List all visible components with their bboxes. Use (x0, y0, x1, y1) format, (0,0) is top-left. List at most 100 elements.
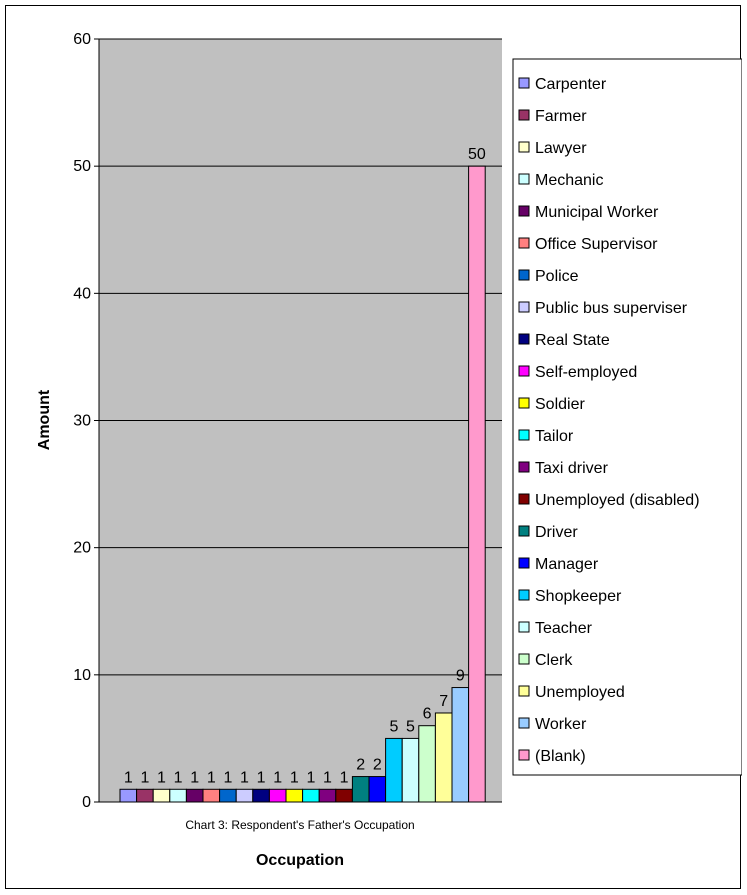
bar (235, 788, 254, 803)
bar (136, 788, 154, 803)
legend-label: Soldier (535, 396, 585, 413)
legend-label: Tailor (535, 428, 574, 445)
y-tick-label: 40 (73, 285, 91, 302)
legend-swatch (518, 173, 530, 185)
bar (152, 788, 171, 803)
bar (351, 776, 370, 803)
legend-label: Taxi driver (535, 460, 609, 477)
legend-swatch (518, 589, 530, 601)
bar-value-label: 5 (406, 718, 415, 735)
bar (185, 788, 204, 803)
bar-value-label: 50 (468, 146, 486, 163)
legend-swatch (518, 429, 530, 441)
bar (468, 165, 486, 803)
legend-label: Shopkeeper (535, 588, 622, 605)
legend-label: Public bus superviser (535, 300, 688, 317)
legend-label: Self-employed (535, 364, 637, 381)
legend-swatch (518, 685, 530, 697)
legend-label: Manager (535, 556, 599, 573)
y-tick-label: 30 (73, 413, 91, 430)
bar-value-label: 6 (423, 706, 432, 723)
y-tick-label: 0 (82, 794, 91, 811)
bar-value-label: 1 (290, 769, 299, 786)
bar-value-label: 1 (124, 769, 133, 786)
bar (385, 737, 403, 803)
bar (335, 788, 353, 803)
y-tick-label: 50 (73, 158, 91, 175)
legend-swatch (518, 365, 530, 377)
legend-swatch (518, 749, 530, 761)
legend-swatch (518, 621, 530, 633)
legend-swatch (518, 493, 530, 505)
bar-value-label: 1 (157, 769, 166, 786)
legend-swatch (518, 237, 530, 249)
legend-label: Carpenter (535, 76, 607, 93)
bar (401, 737, 420, 803)
bar (268, 788, 287, 803)
bar-value-label: 1 (207, 769, 216, 786)
legend-swatch (518, 269, 530, 281)
legend-swatch (518, 205, 530, 217)
legend-label: Worker (535, 716, 587, 733)
legend-swatch (518, 557, 530, 569)
bar-value-label: 2 (373, 757, 382, 774)
y-tick-label: 60 (73, 31, 91, 48)
legend-label: (Blank) (535, 748, 586, 765)
chart-frame: 1 1 1 1 1 1 1 1 1 1 1 1 1 1 2 2 5 5 6 7 9 50 0 10 20 30 40 50 60 Ch… (5, 5, 742, 889)
legend-label: Office Supervisor (535, 236, 658, 253)
legend-label: Real State (535, 332, 610, 349)
bar (302, 788, 320, 803)
y-axis-ticks: 0 10 20 30 40 50 60 (73, 31, 99, 811)
bar (318, 788, 337, 803)
legend-label: Municipal Worker (535, 204, 659, 221)
legend-label: Police (535, 268, 579, 285)
bar-value-label: 2 (356, 757, 365, 774)
bar (418, 725, 436, 803)
bar-value-label: 1 (323, 769, 332, 786)
legend-swatch (518, 109, 530, 121)
bar-value-label: 1 (223, 769, 232, 786)
bar (434, 712, 453, 803)
y-tick-label: 10 (73, 667, 91, 684)
y-axis-label: Amount (36, 389, 53, 450)
bar (368, 776, 387, 803)
legend-swatch (518, 653, 530, 665)
bar (119, 788, 138, 803)
legend-swatch (518, 461, 530, 473)
legend-label: Unemployed (disabled) (535, 492, 700, 509)
bar (169, 788, 187, 803)
legend-swatch (518, 717, 530, 729)
legend-swatch (518, 141, 530, 153)
bar-value-label: 5 (389, 718, 398, 735)
bar (202, 788, 221, 803)
gridlines (99, 38, 502, 676)
legend-label: Lawyer (535, 140, 587, 157)
bar-value-label: 1 (273, 769, 282, 786)
legend-swatch (518, 333, 530, 345)
legend: Carpenter Farmer Lawyer Mechanic Municipal W… (512, 58, 742, 776)
legend-label: Teacher (535, 620, 593, 637)
legend-label: Driver (535, 524, 578, 541)
legend-swatch (518, 525, 530, 537)
bar-value-label: 1 (340, 769, 349, 786)
bar-value-label: 1 (140, 769, 149, 786)
y-tick-label: 20 (73, 540, 91, 557)
legend-swatch (518, 397, 530, 409)
legend-label: Clerk (535, 652, 573, 669)
bar-value-label: 1 (240, 769, 249, 786)
bar-value-label: 1 (257, 769, 266, 786)
legend-box (512, 58, 742, 776)
bar (451, 687, 470, 803)
legend-swatch (518, 77, 530, 89)
legend-swatch (518, 301, 530, 313)
bar-value-label: 1 (174, 769, 183, 786)
bar (252, 788, 270, 803)
bar-value-label: 1 (190, 769, 199, 786)
legend-label: Mechanic (535, 172, 603, 189)
bar (219, 788, 237, 803)
legend-label: Unemployed (535, 684, 625, 701)
chart-title: Chart 3: Respondent's Father's Occupatio… (185, 818, 414, 832)
legend-label: Farmer (535, 108, 587, 125)
